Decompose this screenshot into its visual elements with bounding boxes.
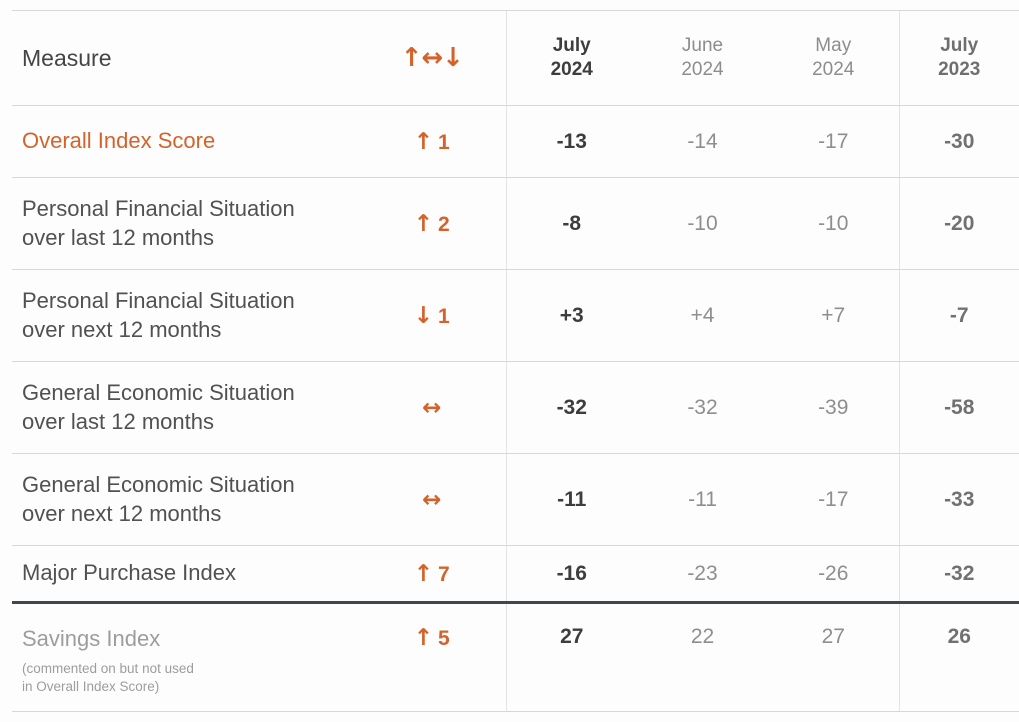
table-header: Measure ↑↔↓ July 2024 June 2024 May 2024… — [12, 10, 1019, 106]
value-cell-june-2024: -32 — [637, 361, 768, 454]
value-cell-may-2024: -39 — [768, 361, 899, 454]
value-cell-june-2024: -11 — [637, 453, 768, 546]
value-cell-may-2024: -17 — [768, 105, 899, 178]
year-line: 2023 — [938, 59, 981, 80]
left-right-arrow-icon: ↔ — [422, 486, 442, 513]
row-label-line2: over next 12 months — [22, 316, 222, 342]
row-label: Personal Financial Situation over next 1… — [12, 269, 358, 362]
value-cell-july-2024: -8 — [505, 177, 637, 270]
down-arrow-icon: ↓ — [413, 302, 434, 329]
change-amount: 5 — [438, 627, 450, 650]
change-indicator: ↑ 2 — [358, 177, 506, 270]
change-amount: 7 — [438, 562, 450, 586]
month-line: May — [815, 35, 852, 57]
table-row-major-purchase-index: Major Purchase Index ↑ 7 -16 -23 -26 -32 — [12, 545, 1019, 604]
value-cell-june-2024: +4 — [637, 269, 768, 362]
value-cell-july-2024: -13 — [505, 105, 637, 178]
row-label-text: Savings Index — [22, 626, 161, 651]
change-indicator: ↔ — [358, 361, 506, 454]
row-label-text: Personal Financial Situation — [22, 287, 295, 313]
value-cell-june-2024: 22 — [637, 602, 768, 712]
month-line: July — [940, 35, 979, 57]
month-line: July — [552, 35, 591, 57]
change-indicator: ↔ — [358, 453, 506, 546]
up-leftright-down-arrows-icon: ↑↔↓ — [358, 10, 506, 106]
up-arrow-icon: ↑ — [413, 625, 434, 651]
value-cell-june-2024: -23 — [637, 545, 768, 604]
value-cell-june-2024: -10 — [637, 177, 768, 270]
row-label-text: General Economic Situation — [22, 471, 295, 497]
value-cell-july-2024: 27 — [505, 602, 637, 712]
value-cell-july-2023: -58 — [898, 361, 1019, 454]
table-row-savings-index: Savings Index (commented on but not used… — [12, 602, 1019, 712]
value-cell-july-2024: +3 — [505, 269, 637, 362]
column-header-july-2023: July 2023 — [898, 10, 1019, 106]
column-header-june-2024: June 2024 — [637, 10, 768, 106]
table-row-general-economic-last-12: General Economic Situation over last 12 … — [12, 361, 1019, 454]
row-label: General Economic Situation over next 12 … — [12, 453, 358, 546]
header-row: Measure ↑↔↓ July 2024 June 2024 May 2024… — [12, 10, 1019, 106]
value-cell-may-2024: -26 — [768, 545, 899, 604]
value-cell-may-2024: 27 — [768, 602, 899, 712]
row-label-text: General Economic Situation — [22, 379, 295, 405]
row-label-text: Personal Financial Situation — [22, 195, 295, 221]
left-right-arrow-icon: ↔ — [422, 394, 442, 421]
row-label-line2: over last 12 months — [22, 408, 214, 434]
value-cell-july-2024: -16 — [505, 545, 637, 604]
year-line: 2024 — [550, 59, 593, 80]
value-cell-july-2023: -30 — [898, 105, 1019, 178]
change-amount: 2 — [438, 212, 450, 236]
table-row-general-economic-next-12: General Economic Situation over next 12 … — [12, 453, 1019, 546]
row-label-text: Major Purchase Index — [22, 560, 236, 586]
row-label-text: Overall Index Score — [22, 128, 216, 154]
change-amount: 1 — [438, 304, 450, 328]
value-cell-june-2024: -14 — [637, 105, 768, 178]
value-cell-july-2024: -32 — [505, 361, 637, 454]
table-row-personal-financial-last-12: Personal Financial Situation over last 1… — [12, 177, 1019, 270]
value-cell-may-2024: -10 — [768, 177, 899, 270]
row-label: General Economic Situation over last 12 … — [12, 361, 358, 454]
value-cell-may-2024: -17 — [768, 453, 899, 546]
value-cell-july-2023: -7 — [898, 269, 1019, 362]
change-amount: 1 — [438, 130, 450, 154]
row-label-note: (commented on but not used in Overall In… — [22, 660, 194, 694]
row-label: Savings Index (commented on but not used… — [12, 602, 358, 712]
row-label: Major Purchase Index — [12, 545, 358, 604]
year-line: 2024 — [812, 59, 855, 80]
measure-column-header: Measure — [12, 10, 358, 106]
up-arrow-icon: ↑ — [413, 128, 434, 155]
value-cell-july-2023: -33 — [898, 453, 1019, 546]
value-cell-may-2024: +7 — [768, 269, 899, 362]
value-cell-july-2023: -20 — [898, 177, 1019, 270]
column-header-july-2024: July 2024 — [505, 10, 637, 106]
row-label: Overall Index Score — [12, 105, 358, 178]
up-arrow-icon: ↑ — [413, 560, 434, 587]
change-indicator: ↑ 7 — [358, 545, 506, 604]
value-cell-july-2023: 26 — [898, 602, 1019, 712]
table-row-overall-index-score: Overall Index Score ↑ 1 -13 -14 -17 -30 — [12, 105, 1019, 178]
arrows-legend: ↑↔↓ — [400, 43, 464, 73]
month-line: June — [681, 35, 724, 57]
change-indicator: ↑ 1 — [358, 105, 506, 178]
value-cell-july-2023: -32 — [898, 545, 1019, 604]
index-score-table: Measure ↑↔↓ July 2024 June 2024 May 2024… — [12, 10, 1019, 712]
table-row-personal-financial-next-12: Personal Financial Situation over next 1… — [12, 269, 1019, 362]
column-header-may-2024: May 2024 — [768, 10, 899, 106]
change-indicator: ↓ 1 — [358, 269, 506, 362]
year-line: 2024 — [681, 59, 724, 80]
up-arrow-icon: ↑ — [413, 210, 434, 237]
row-label: Personal Financial Situation over last 1… — [12, 177, 358, 270]
change-indicator: ↑ 5 — [358, 602, 506, 712]
row-label-line2: over last 12 months — [22, 224, 214, 250]
value-cell-july-2024: -11 — [505, 453, 637, 546]
row-label-line2: over next 12 months — [22, 500, 222, 526]
